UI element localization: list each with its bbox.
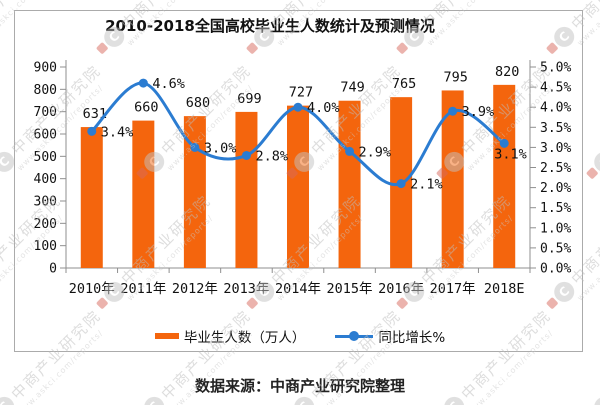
left-axis-tick-label: 400	[34, 172, 57, 187]
right-axis-tick-label: 4.5%	[540, 81, 571, 96]
bar-value-label: 631	[83, 106, 107, 122]
right-axis-tick-label: 1.5%	[540, 201, 571, 216]
left-axis-tick-label: 500	[34, 150, 57, 165]
bar	[441, 90, 464, 268]
line-point	[138, 78, 148, 88]
bar	[338, 100, 361, 269]
legend-label-growth: 同比增长%	[378, 330, 446, 346]
legend: 毕业生人数（万人） 同比增长%	[0, 326, 600, 346]
line-point	[499, 138, 509, 148]
right-axis-tick-label: 3.5%	[540, 121, 571, 136]
right-axis-tick-label: 1.0%	[540, 221, 571, 236]
bar-value-label: 795	[443, 69, 467, 85]
x-axis-category-label: 2018E	[484, 281, 525, 297]
left-axis-tick-label: 700	[34, 105, 57, 120]
right-axis-tick-label: 2.0%	[540, 181, 571, 196]
line-point	[396, 179, 406, 189]
bar	[183, 116, 206, 268]
line-point-label: 3.4%	[101, 124, 134, 140]
bar-series-swatch-icon	[154, 333, 179, 339]
bar-value-label: 820	[495, 64, 519, 80]
right-axis-tick-label: 2.5%	[540, 161, 571, 176]
bar	[287, 105, 309, 269]
line-point	[87, 126, 97, 136]
line-point	[190, 142, 200, 152]
legend-item-graduates: 毕业生人数（万人）	[154, 326, 306, 346]
left-axis-tick-label: 900	[34, 61, 57, 76]
line-point-label: 2.1%	[410, 177, 443, 193]
line-point-label: 2.8%	[255, 148, 288, 164]
line-point-label: 4.6%	[152, 76, 185, 92]
bar-value-label: 680	[186, 95, 210, 111]
bar-value-label: 765	[392, 76, 416, 92]
right-axis-tick-label: 4.0%	[540, 101, 571, 116]
x-axis-category-label: 2014年	[275, 281, 321, 297]
line-point-label: 4.0%	[307, 100, 340, 116]
right-axis-tick-label: 0.0%	[540, 262, 571, 277]
line-series-swatch-icon	[335, 331, 374, 341]
legend-item-growth: 同比增长%	[335, 326, 445, 346]
line-point	[241, 150, 251, 160]
bar	[80, 127, 103, 269]
line-point-label: 3.9%	[462, 104, 495, 120]
x-axis-category-label: 2015年	[327, 281, 373, 297]
bar	[132, 120, 155, 268]
left-axis-tick-label: 200	[34, 217, 57, 232]
x-axis-category-label: 2017年	[430, 281, 476, 297]
x-axis-category-label: 2013年	[223, 281, 269, 297]
legend-label-graduates: 毕业生人数（万人）	[183, 330, 306, 346]
left-axis-tick-label: 100	[34, 239, 57, 254]
line-point-label: 2.9%	[359, 144, 392, 160]
left-axis-tick-label: 600	[34, 128, 57, 143]
line-point	[345, 146, 355, 156]
right-axis-tick-label: 3.0%	[540, 141, 571, 156]
right-axis-tick-label: 0.5%	[540, 241, 571, 256]
left-axis-tick-label: 800	[34, 83, 57, 98]
bar-value-label: 749	[340, 80, 364, 96]
x-axis-category-label: 2012年	[172, 281, 218, 297]
line-point	[448, 106, 458, 116]
left-axis-tick-label: 0	[49, 262, 57, 277]
x-axis-category-label: 2010年	[69, 281, 115, 297]
left-axis-tick-label: 300	[34, 195, 57, 210]
x-axis-category-label: 2016年	[378, 281, 424, 297]
bar-value-label: 727	[289, 85, 313, 101]
right-axis-tick-label: 5.0%	[540, 61, 571, 76]
bar	[493, 84, 516, 268]
line-point-label: 3.0%	[204, 140, 237, 156]
bar	[235, 111, 258, 268]
bar-value-label: 660	[134, 100, 158, 116]
bar-value-label: 699	[237, 91, 261, 107]
line-point-label: 3.1%	[494, 146, 527, 162]
x-axis-category-label: 2011年	[120, 281, 166, 297]
line-point	[293, 102, 303, 112]
data-source-caption: 数据来源：中商产业研究院整理	[194, 377, 405, 395]
